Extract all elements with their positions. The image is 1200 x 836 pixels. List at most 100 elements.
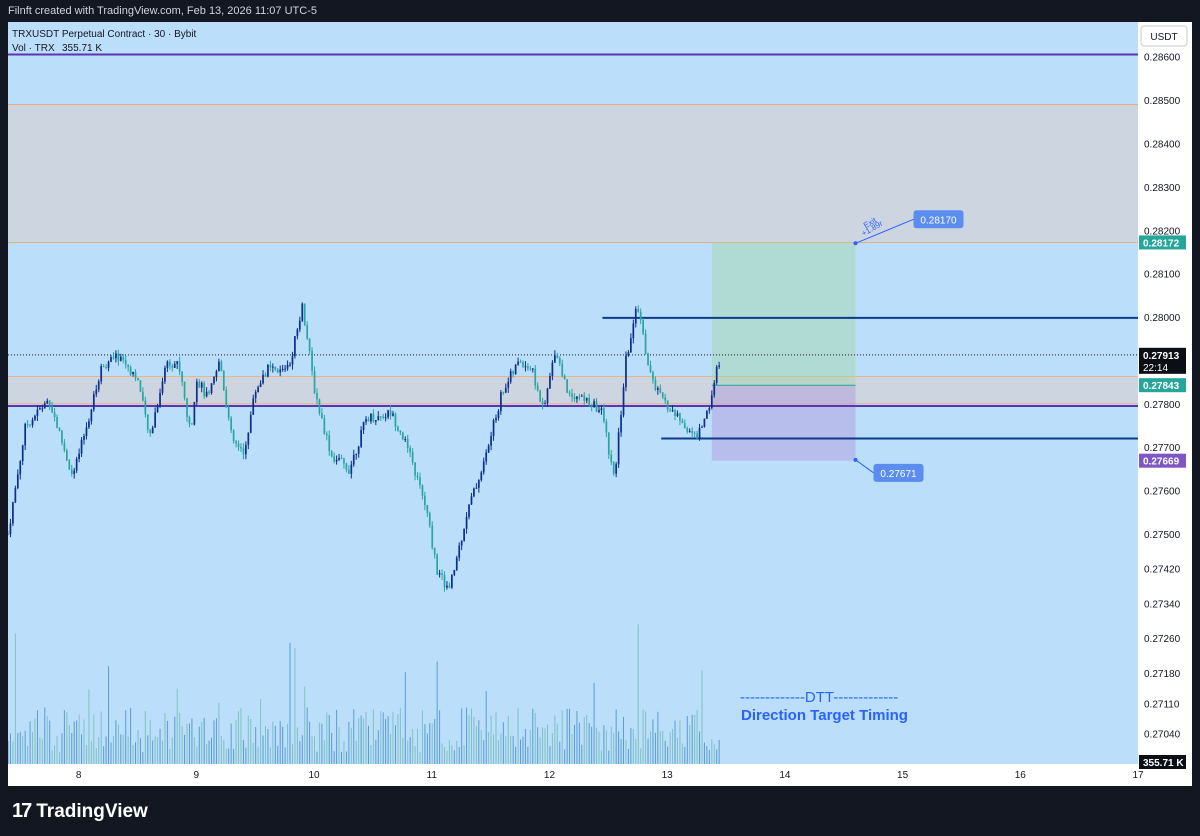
candle[interactable] — [556, 355, 559, 358]
candle[interactable] — [696, 433, 698, 439]
candle[interactable] — [583, 395, 586, 401]
candle[interactable] — [519, 361, 522, 363]
candle[interactable] — [674, 410, 676, 416]
candle[interactable] — [294, 336, 296, 357]
candle[interactable] — [156, 405, 159, 413]
candle[interactable] — [178, 361, 181, 372]
candle[interactable] — [622, 387, 625, 416]
candle[interactable] — [409, 447, 412, 453]
candle[interactable] — [632, 323, 635, 339]
candle[interactable] — [311, 351, 313, 371]
candle[interactable] — [36, 409, 39, 416]
candle[interactable] — [343, 458, 345, 464]
currency-button[interactable] — [1140, 25, 1188, 47]
candle[interactable] — [539, 390, 541, 402]
candle[interactable] — [161, 381, 164, 393]
candle[interactable] — [357, 446, 360, 454]
candle[interactable] — [397, 426, 399, 431]
candle[interactable] — [352, 454, 355, 465]
candle[interactable] — [281, 369, 284, 371]
candle[interactable] — [249, 414, 252, 433]
candle[interactable] — [477, 480, 480, 488]
candle[interactable] — [571, 393, 573, 397]
candle[interactable] — [191, 423, 193, 425]
candle[interactable] — [41, 408, 44, 410]
candle[interactable] — [276, 369, 279, 373]
candle[interactable] — [198, 381, 201, 388]
candle[interactable] — [335, 459, 338, 462]
candle[interactable] — [318, 399, 321, 414]
candle[interactable] — [443, 574, 446, 588]
candle[interactable] — [132, 371, 134, 375]
candle[interactable] — [691, 431, 694, 433]
candle[interactable] — [416, 475, 419, 478]
candle[interactable] — [431, 525, 434, 548]
supply-zone[interactable] — [8, 376, 1138, 404]
candle[interactable] — [124, 360, 127, 365]
candle[interactable] — [110, 357, 112, 362]
candle[interactable] — [718, 365, 721, 367]
candle[interactable] — [39, 408, 41, 410]
candle[interactable] — [647, 353, 649, 366]
candle[interactable] — [225, 390, 228, 408]
candle[interactable] — [384, 417, 387, 419]
axis-price-label[interactable] — [1139, 347, 1186, 374]
candle[interactable] — [436, 554, 439, 575]
candle[interactable] — [603, 408, 605, 422]
axis-price-label[interactable] — [1139, 378, 1186, 393]
candle[interactable] — [593, 401, 595, 408]
candle[interactable] — [708, 407, 711, 411]
candle[interactable] — [186, 398, 188, 417]
candle[interactable] — [362, 422, 365, 431]
candle[interactable] — [257, 387, 259, 392]
candle[interactable] — [289, 364, 291, 366]
candle[interactable] — [181, 371, 183, 382]
candle[interactable] — [715, 366, 718, 383]
axis-price-label[interactable] — [1139, 235, 1186, 250]
candle[interactable] — [480, 472, 483, 481]
candle[interactable] — [688, 431, 691, 433]
candle[interactable] — [115, 353, 117, 359]
candle[interactable] — [151, 427, 154, 434]
candle[interactable] — [230, 418, 233, 431]
candle[interactable] — [676, 413, 679, 416]
candle[interactable] — [374, 420, 377, 422]
candle[interactable] — [61, 430, 63, 443]
candle[interactable] — [654, 379, 657, 390]
candle[interactable] — [671, 410, 674, 412]
candle[interactable] — [411, 452, 414, 463]
candle[interactable] — [485, 452, 488, 462]
candle[interactable] — [306, 325, 309, 339]
candle[interactable] — [607, 432, 610, 455]
candle[interactable] — [95, 389, 98, 395]
candle[interactable] — [213, 377, 215, 384]
candle[interactable] — [406, 439, 409, 448]
candle[interactable] — [664, 397, 667, 401]
candle[interactable] — [370, 413, 372, 422]
candle[interactable] — [164, 367, 166, 382]
candle[interactable] — [512, 371, 515, 374]
candle[interactable] — [659, 388, 662, 393]
candle[interactable] — [83, 436, 85, 440]
candle[interactable] — [524, 366, 527, 368]
candle[interactable] — [235, 441, 237, 444]
candle[interactable] — [600, 408, 603, 411]
candle[interactable] — [245, 444, 247, 455]
candle[interactable] — [24, 423, 27, 446]
candle[interactable] — [63, 442, 66, 451]
candle[interactable] — [80, 439, 83, 454]
candle[interactable] — [492, 420, 495, 436]
candle[interactable] — [656, 388, 659, 390]
candle[interactable] — [90, 409, 93, 422]
candle[interactable] — [254, 391, 257, 399]
candle[interactable] — [166, 361, 169, 368]
candle[interactable] — [149, 429, 152, 434]
candle[interactable] — [183, 381, 186, 399]
candle[interactable] — [43, 403, 46, 409]
candle[interactable] — [146, 414, 149, 430]
candle[interactable] — [259, 383, 262, 388]
candle[interactable] — [240, 446, 242, 449]
candle[interactable] — [316, 392, 318, 400]
candle[interactable] — [598, 410, 600, 412]
